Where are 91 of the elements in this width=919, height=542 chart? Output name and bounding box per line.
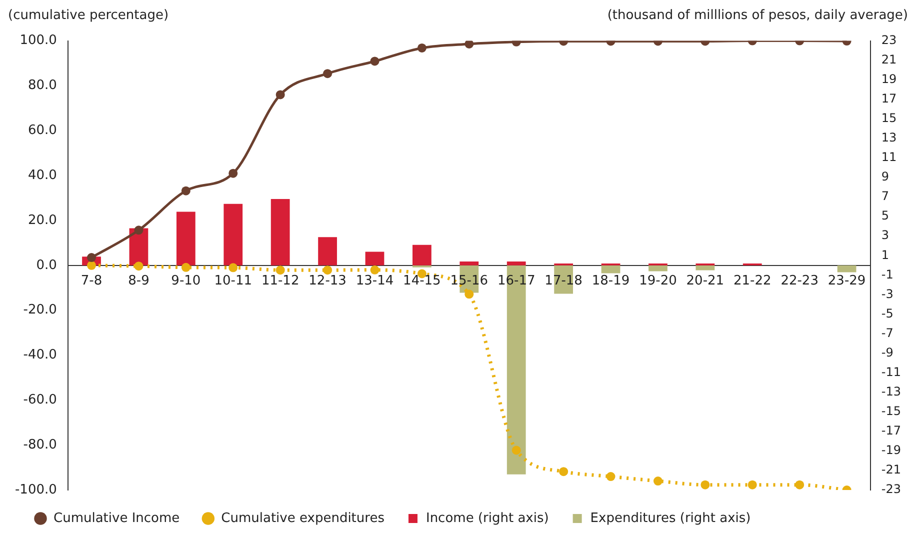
point (795, 480, 804, 490)
legend-label: Income (right axis) (426, 510, 549, 526)
bar (412, 244, 432, 266)
y-tick-label: 60.0 (28, 123, 57, 138)
x-tick-label: 11-12 (261, 273, 300, 288)
x-tick-label: 10-11 (214, 273, 252, 288)
bar (601, 265, 620, 274)
y-tick-label: 80.0 (28, 78, 57, 94)
y-tick-label: -40.0 (23, 348, 57, 363)
legend-label: Cumulative expenditures (221, 510, 385, 526)
point (370, 56, 380, 66)
point (228, 263, 238, 272)
y2-tick-label: -7 (881, 326, 894, 340)
y2-tick-label: -9 (881, 345, 894, 360)
x-tick-label: 21-22 (733, 273, 772, 288)
point (228, 168, 238, 178)
bar (224, 204, 243, 266)
point (276, 90, 285, 100)
bar (365, 252, 384, 266)
x-tick-label: 9-10 (171, 273, 201, 288)
y2-tick-label: 3 (881, 228, 890, 242)
x-tick-label: 14-15 (403, 273, 441, 288)
x-tick-label: 20-21 (686, 273, 724, 288)
y-tick-label: -60.0 (23, 392, 57, 408)
point (464, 40, 474, 48)
point (323, 69, 332, 78)
x-tick-label: 22-23 (780, 273, 818, 288)
bar (460, 261, 479, 266)
y2-tick-label: 19 (881, 72, 897, 86)
y2-tick-label: -1 (881, 267, 894, 282)
x-tick-label: 8-9 (128, 273, 150, 288)
point (464, 290, 474, 299)
y2-tick-label: 21 (881, 52, 897, 66)
y2-tick-label: 23 (881, 32, 897, 47)
y2-tick-label: -5 (881, 306, 894, 320)
x-tick-label: 19-20 (639, 273, 677, 288)
point (276, 266, 285, 275)
point (512, 446, 521, 455)
y2-tick-label: 9 (881, 170, 890, 184)
bar (696, 265, 715, 270)
point (653, 476, 662, 486)
x-tick-label: 23-29 (828, 273, 866, 288)
y2-tick-label: 1 (881, 248, 890, 262)
y-tick-label: -100.0 (14, 482, 57, 498)
point (134, 262, 144, 271)
x-tick-label: 7-8 (80, 273, 102, 288)
x-tick-label: 12-13 (308, 273, 346, 288)
bar (837, 265, 856, 272)
y2-tick-label: -15 (881, 404, 902, 418)
y2-tick-label: -23 (881, 482, 902, 496)
legend-label: Expenditures (right axis) (590, 510, 751, 526)
y2-tick-label: -13 (881, 384, 902, 398)
bar (318, 237, 337, 266)
y2-tick-label: 11 (881, 150, 897, 164)
y-tick-label: 0.0 (36, 258, 57, 273)
point (134, 226, 144, 235)
y2-tick-label: -19 (881, 443, 902, 458)
point (606, 472, 616, 482)
y2-tick-label: 5 (881, 208, 890, 223)
point (417, 43, 426, 52)
y2-tick-label: -17 (881, 424, 902, 438)
x-tick-label: 18-19 (592, 273, 630, 288)
point (700, 480, 710, 490)
y-tick-label: 100.0 (20, 33, 57, 48)
x-tick-label: 13-14 (356, 273, 394, 288)
point (748, 480, 757, 490)
y2-tick-label: 7 (881, 189, 890, 204)
y2-tick-label: 15 (881, 111, 897, 126)
y2-tick-label: -3 (881, 286, 894, 301)
legend-label: Cumulative Income (54, 510, 180, 526)
point (87, 260, 96, 270)
point (370, 265, 380, 274)
y-tick-label: 40.0 (28, 168, 57, 183)
y2-tick-label: 17 (881, 92, 897, 106)
y-axis-title: (cumulative percentage) (8, 8, 169, 25)
y2-axis-title: (thousand of milllions of pesos, daily average) (607, 8, 908, 25)
point (181, 262, 190, 272)
bar (648, 265, 668, 272)
bar (176, 212, 196, 266)
point (87, 253, 96, 262)
bar (506, 261, 526, 266)
y2-tick-label: 13 (881, 130, 897, 145)
bar (270, 198, 290, 266)
point (323, 266, 332, 275)
point (181, 186, 190, 196)
y2-tick-label: -21 (881, 462, 902, 477)
y-tick-label: -80.0 (23, 437, 57, 452)
y2-tick-label: -11 (881, 364, 902, 379)
point (559, 467, 568, 476)
y-tick-label: -20.0 (23, 302, 57, 318)
y-tick-label: 20.0 (28, 212, 57, 228)
